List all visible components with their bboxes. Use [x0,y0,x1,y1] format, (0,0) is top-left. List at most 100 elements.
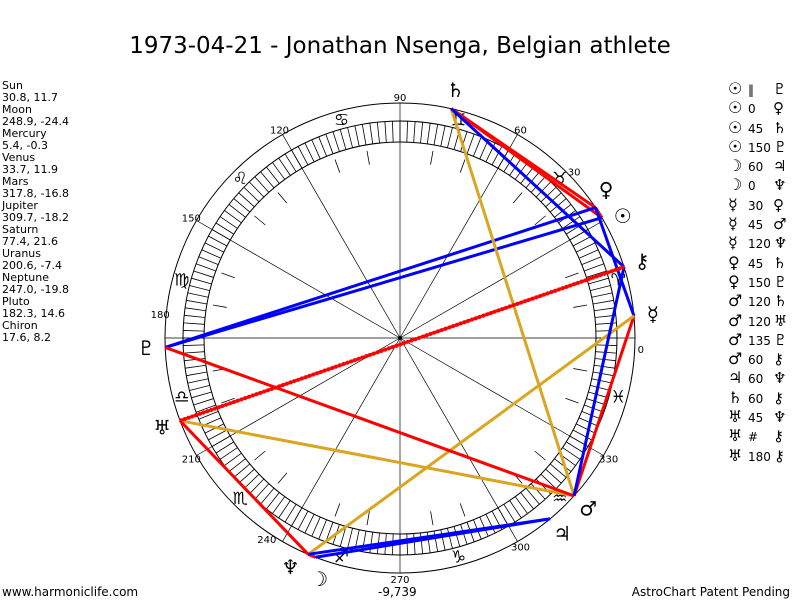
ring-tick [530,483,546,500]
planet-glyph-icon: ☽ [728,175,743,195]
ring-tick [361,124,367,146]
ring-tick [187,378,209,384]
planet-glyph-icon: ☿ [728,194,738,214]
degree-label: 180 [151,310,170,321]
planet-glyph-icon: ☉ [728,117,743,137]
spoke-line [196,220,401,339]
ring-tick [260,487,275,505]
planet-glyph-icon: ♃︎ [553,521,571,545]
ring-tick [392,121,394,143]
planet-glyph-icon: ♂ [728,310,743,330]
ring-tick [238,192,255,208]
planet-coords: 5.4, -0.3 [2,139,48,152]
aspect-line [164,216,603,349]
planet-coords: 247.0, -19.8 [2,283,69,296]
ring-tick [189,285,210,291]
planet-glyph-icon: ♆︎ [281,555,299,579]
planet-glyph-icon: ♆ [773,234,788,253]
chart-title: 1973-04-21 - Jonathan Nsenga, Belgian at… [129,33,671,59]
planet-glyph-icon: ☽︎ [310,567,328,591]
aspect-line [164,346,575,498]
aspect-line [179,265,625,423]
planet-coords: 33.7, 11.9 [2,163,58,176]
aspect-type: 150 [748,275,771,290]
ring-tick [369,123,374,144]
planet-coords: 317.8, -16.8 [2,187,69,200]
ring-tick [185,364,206,369]
ring-tick [195,263,216,272]
ring-tick [195,404,216,413]
planet-glyph-icon: ☉ [728,136,743,156]
spoke-line [399,337,604,456]
ring-tick [540,473,557,490]
ring-tick [549,463,567,478]
aspect-type: 0 [748,102,756,117]
planet-glyph-icon: ♆ [773,408,787,427]
spoke-line [399,337,518,542]
aspect-line [178,419,310,556]
ring-tick [376,122,380,144]
planet-glyph-icon: ☉︎ [614,204,632,228]
degree-label: 210 [182,455,201,466]
website-link[interactable]: www.harmoniclife.com [2,585,139,599]
planet-name: Mercury [2,127,47,140]
ring-tick [520,492,534,510]
aspect-row: ☽ 0 ♆ [728,175,787,194]
ring-tick [525,171,540,189]
ring-tick [453,526,461,547]
ring-tick [186,299,208,305]
ring-tick [183,322,205,325]
planet-glyph-icon: ♅ [728,407,743,427]
degree-tick [212,304,227,308]
ring-tick [591,378,613,384]
degree-tick [334,503,341,517]
planet-name: Moon [2,103,32,116]
degree-label: 90 [394,93,407,104]
aspect-type: 120 [748,314,771,329]
planet-glyph-icon: ♅︎ [153,415,171,439]
aspect-line [179,419,575,498]
ring-tick [318,136,327,157]
aspect-list: ☉ ‖ ♇ ☉ 0 ♀ ☉ 45 ♄ ☉ 150 ♇ ☽ 60 ♃ ☽ 0 ♆ ☿ 30 ♀ ☿ 45 ♂ ☿ 120 ♆ ♀ 45 ♄ ♀… [728,79,787,465]
planet-name: Chiron [2,319,38,332]
ring-tick [260,171,275,189]
ring-tick [594,358,616,362]
planet-glyph-icon: ♂ [773,215,787,234]
degree-tick [366,511,370,526]
planet-glyph-icon: ♅ [728,426,743,446]
ring-tick [594,307,615,312]
degree-tick [459,159,466,173]
planet-glyph-icon: ⚷ [773,427,784,446]
ring-tick [554,458,572,472]
degree-tick [334,159,341,173]
planet-glyph-icon: ♀ [728,271,740,291]
planet-glyph-icon: ⚷ [773,350,784,369]
ring-tick [183,344,205,346]
planet-glyph-icon: ☿ [728,214,738,234]
ring-tick [284,153,297,172]
ring-tick [545,192,562,208]
aspect-line [572,315,636,497]
aspect-type: 135 [748,333,771,348]
planet-glyph-icon: ♃ [773,157,787,176]
ring-tick [304,513,315,534]
ring-tick [591,292,613,298]
planet-glyph-icon: ♇ [773,137,788,156]
ring-tick [588,391,609,399]
planet-glyph-icon: ♀ [773,195,784,214]
planet-coords: 309.7, -18.2 [2,211,69,224]
degree-label: 30 [568,167,581,178]
aspect-type: 45 [748,256,764,271]
ring-tick [183,351,205,354]
ring-tick [420,122,424,144]
ring-tick [545,468,562,484]
planet-glyph-icon: ♄︎ [446,78,464,102]
ring-tick [339,526,347,547]
degree-tick [573,304,588,308]
ring-tick [191,277,212,285]
planet-glyph-icon: ⚷ [773,446,785,465]
ring-tick [219,216,238,229]
planet-glyph-icon: ♄ [773,253,787,272]
ring-tick [189,385,210,391]
ring-tick [588,277,609,285]
